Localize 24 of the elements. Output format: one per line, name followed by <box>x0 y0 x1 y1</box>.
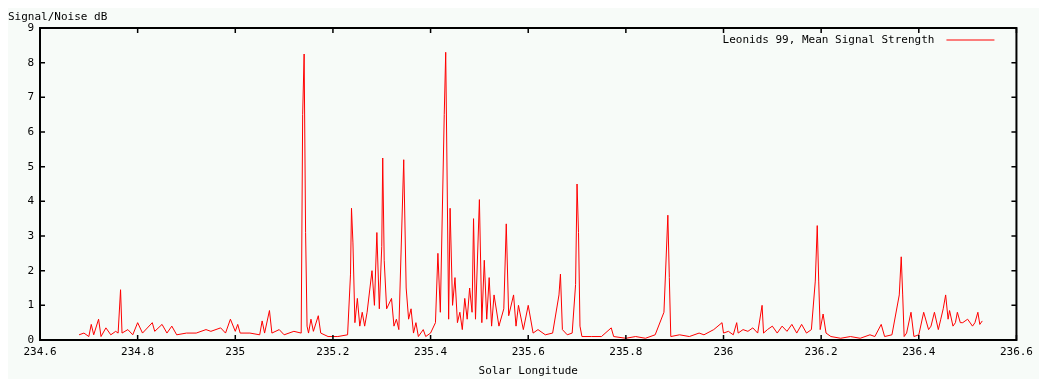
y-tick-label: 1 <box>27 298 34 312</box>
y-tick-label: 6 <box>27 124 34 138</box>
x-tick-label: 235.8 <box>609 345 643 359</box>
x-tick-label: 235 <box>225 345 246 359</box>
x-tick-label: 235.2 <box>316 345 350 359</box>
y-tick-label: 7 <box>27 90 34 104</box>
x-tick-label: 236 <box>713 345 734 359</box>
x-tick-label: 234.6 <box>23 345 57 359</box>
y-axis-title: Signal/Noise dB <box>8 9 108 23</box>
x-tick-label: 236.2 <box>804 345 838 359</box>
y-tick-label: 3 <box>27 228 34 242</box>
y-tick-label: 2 <box>27 263 34 277</box>
x-axis-title: Solar Longitude <box>478 364 578 378</box>
x-tick-label: 235.6 <box>511 345 545 359</box>
x-tick-label: 234.8 <box>121 345 155 359</box>
y-tick-label: 0 <box>27 332 34 346</box>
y-tick-label: 4 <box>27 194 35 208</box>
legend-label: Leonids 99, Mean Signal Strength <box>722 32 935 46</box>
x-tick-label: 236.6 <box>999 345 1034 359</box>
y-tick-label: 8 <box>27 55 34 69</box>
y-tick-label: 5 <box>27 159 34 173</box>
x-tick-label: 235.4 <box>414 345 448 359</box>
y-tick-label: 9 <box>27 20 34 34</box>
x-tick-label: 236.4 <box>902 345 936 359</box>
